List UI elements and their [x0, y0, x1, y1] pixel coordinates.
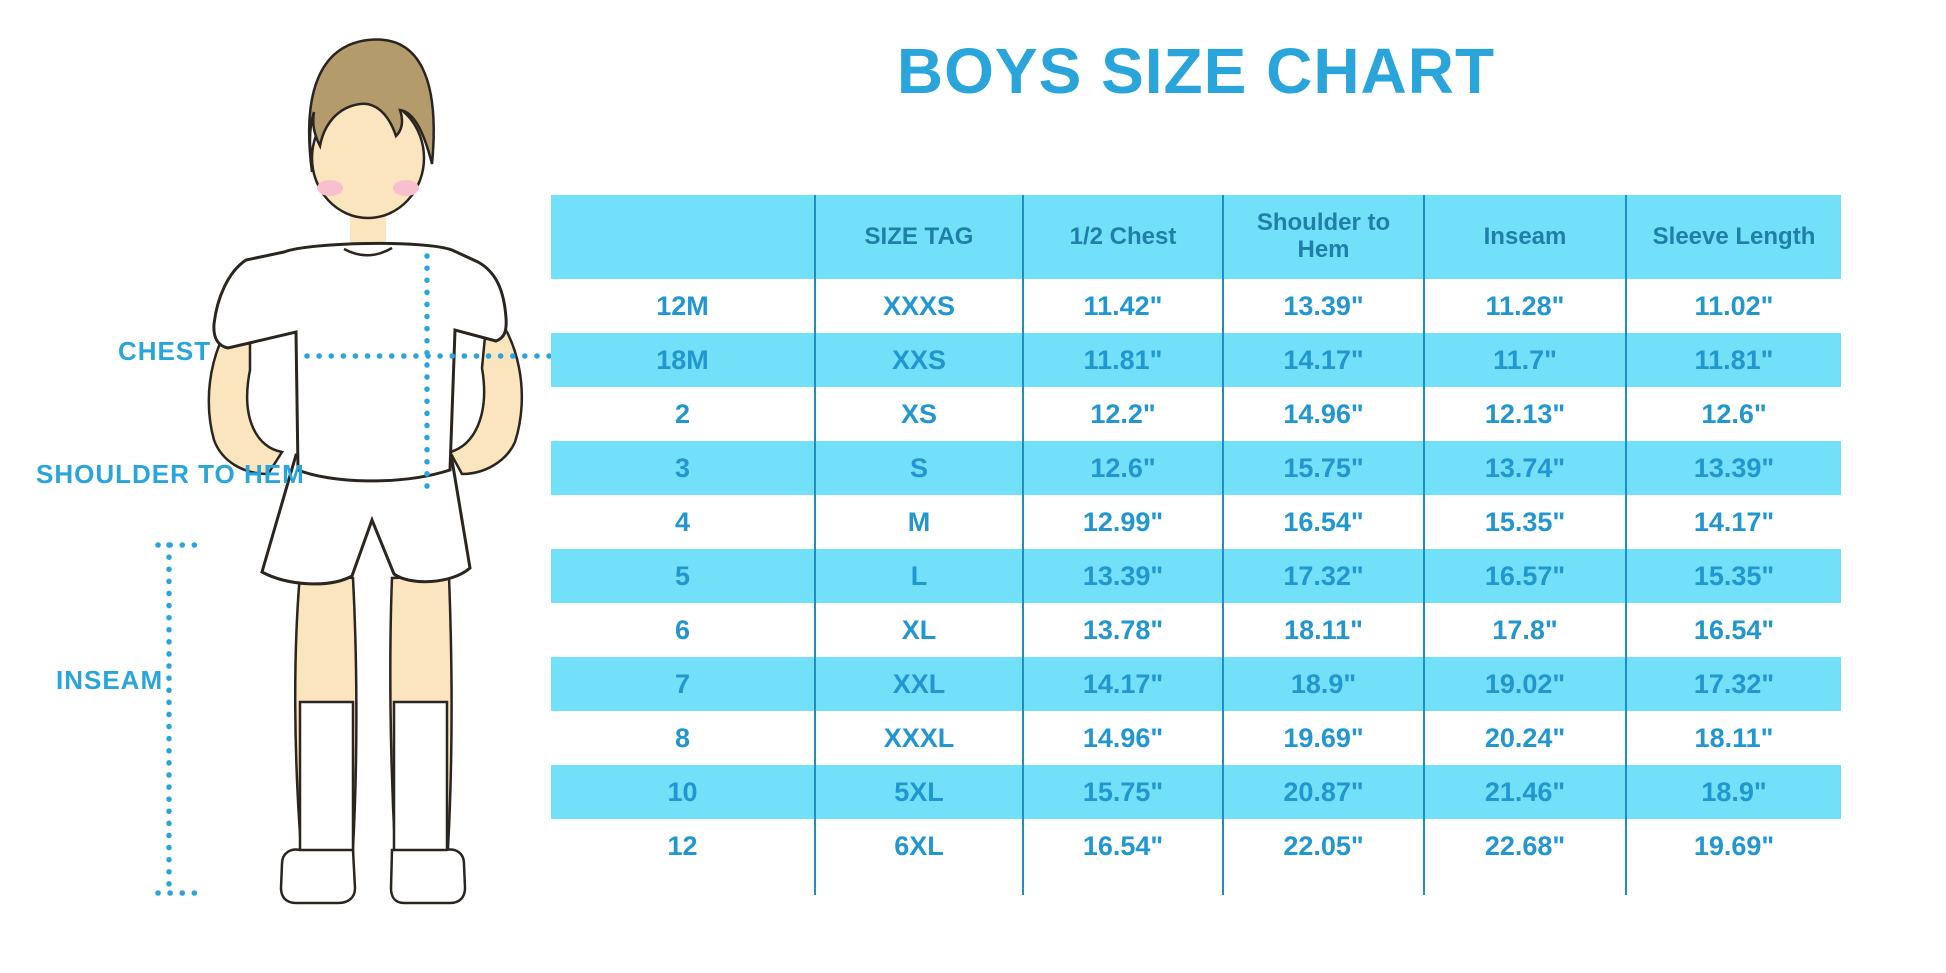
size-cell: 4 [551, 495, 814, 549]
boy-left-shoe [279, 848, 357, 905]
value-cell: 13.39" [1022, 549, 1222, 603]
size-cell: 8 [551, 711, 814, 765]
value-cell: 15.35" [1423, 495, 1625, 549]
column-rule-tail [1222, 873, 1423, 895]
value-cell: 14.17" [1222, 333, 1423, 387]
value-cell: 18.11" [1222, 603, 1423, 657]
value-cell: 19.69" [1625, 819, 1841, 873]
inseam-label: INSEAM [56, 665, 164, 695]
size-cell: 3 [551, 441, 814, 495]
value-cell: 14.96" [1022, 711, 1222, 765]
value-cell: XXXL [814, 711, 1022, 765]
value-cell: M [814, 495, 1022, 549]
boy-collar [343, 246, 393, 257]
value-cell: XXL [814, 657, 1022, 711]
size-table: SIZE TAG 1/2 Chest Shoulder to Hem Inseam Sl… [551, 195, 1841, 895]
boy-left-sock [298, 700, 355, 854]
size-cell: 12 [551, 819, 814, 873]
value-cell: 19.69" [1222, 711, 1423, 765]
column-header-size-tag: SIZE TAG [814, 195, 1022, 279]
boy-hair [307, 38, 435, 173]
boy-right-sock [392, 700, 449, 854]
boy-shorts [260, 453, 472, 586]
column-rule-tail [1022, 873, 1222, 895]
value-cell: 22.68" [1423, 819, 1625, 873]
size-cell: 10 [551, 765, 814, 819]
value-cell: 6XL [814, 819, 1022, 873]
value-cell: 13.39" [1222, 279, 1423, 333]
value-cell: 13.78" [1022, 603, 1222, 657]
size-cell: 12M [551, 279, 814, 333]
value-cell: 20.24" [1423, 711, 1625, 765]
column-header-1-2-chest: 1/2 Chest [1022, 195, 1222, 279]
column-rule-tail [814, 873, 1022, 895]
value-cell: 17.8" [1423, 603, 1625, 657]
measurement-figure: CHEST SHOULDER TO HEM INSEAM [0, 0, 640, 973]
value-cell: 14.17" [1625, 495, 1841, 549]
value-cell: 11.02" [1625, 279, 1841, 333]
value-cell: 19.02" [1423, 657, 1625, 711]
value-cell: 15.75" [1022, 765, 1222, 819]
value-cell: 12.2" [1022, 387, 1222, 441]
size-cell: 6 [551, 603, 814, 657]
value-cell: 14.96" [1222, 387, 1423, 441]
value-cell: 18.11" [1625, 711, 1841, 765]
page-title: BOYS SIZE CHART [896, 35, 1496, 107]
column-header-sleeve-length: Sleeve Length [1625, 195, 1841, 279]
value-cell: 11.7" [1423, 333, 1625, 387]
value-cell: 12.13" [1423, 387, 1625, 441]
value-cell: 15.35" [1625, 549, 1841, 603]
boy-right-shoe [389, 848, 467, 905]
size-cell: 2 [551, 387, 814, 441]
value-cell: 18.9" [1625, 765, 1841, 819]
boy-blush-right [393, 180, 419, 196]
boy-illustration [155, 38, 588, 905]
value-cell: 16.54" [1625, 603, 1841, 657]
column-rule-tail [1423, 873, 1625, 895]
value-cell: 17.32" [1625, 657, 1841, 711]
value-cell: XXXS [814, 279, 1022, 333]
value-cell: XL [814, 603, 1022, 657]
value-cell: 16.57" [1423, 549, 1625, 603]
column-header-inseam: Inseam [1423, 195, 1625, 279]
value-cell: 12.6" [1625, 387, 1841, 441]
value-cell: XS [814, 387, 1022, 441]
value-cell: 12.6" [1022, 441, 1222, 495]
column-header-shoulder-to-hem: Shoulder to Hem [1222, 195, 1423, 279]
value-cell: 18.9" [1222, 657, 1423, 711]
value-cell: 11.81" [1022, 333, 1222, 387]
value-cell: 15.75" [1222, 441, 1423, 495]
value-cell: 14.17" [1022, 657, 1222, 711]
value-cell: 16.54" [1222, 495, 1423, 549]
value-cell: 16.54" [1022, 819, 1222, 873]
value-cell: 11.42" [1022, 279, 1222, 333]
value-cell: 5XL [814, 765, 1022, 819]
value-cell: 17.32" [1222, 549, 1423, 603]
value-cell: 22.05" [1222, 819, 1423, 873]
value-cell: XXS [814, 333, 1022, 387]
boy-right-arm [448, 302, 524, 476]
value-cell: 12.99" [1022, 495, 1222, 549]
value-cell: 13.39" [1625, 441, 1841, 495]
boy-blush-left [317, 180, 343, 196]
value-cell: 21.46" [1423, 765, 1625, 819]
column-rule-tail [1625, 873, 1841, 895]
chest-label: CHEST [118, 336, 212, 366]
column-rule-tail [551, 873, 814, 895]
value-cell: 13.74" [1423, 441, 1625, 495]
value-cell: 11.28" [1423, 279, 1625, 333]
boy-tshirt [212, 241, 508, 483]
column-header-size [551, 195, 814, 279]
size-cell: 18M [551, 333, 814, 387]
size-cell: 5 [551, 549, 814, 603]
value-cell: 11.81" [1625, 333, 1841, 387]
size-cell: 7 [551, 657, 814, 711]
shoulder-to-hem-label: SHOULDER TO HEM [36, 459, 305, 489]
value-cell: 20.87" [1222, 765, 1423, 819]
value-cell: S [814, 441, 1022, 495]
value-cell: L [814, 549, 1022, 603]
